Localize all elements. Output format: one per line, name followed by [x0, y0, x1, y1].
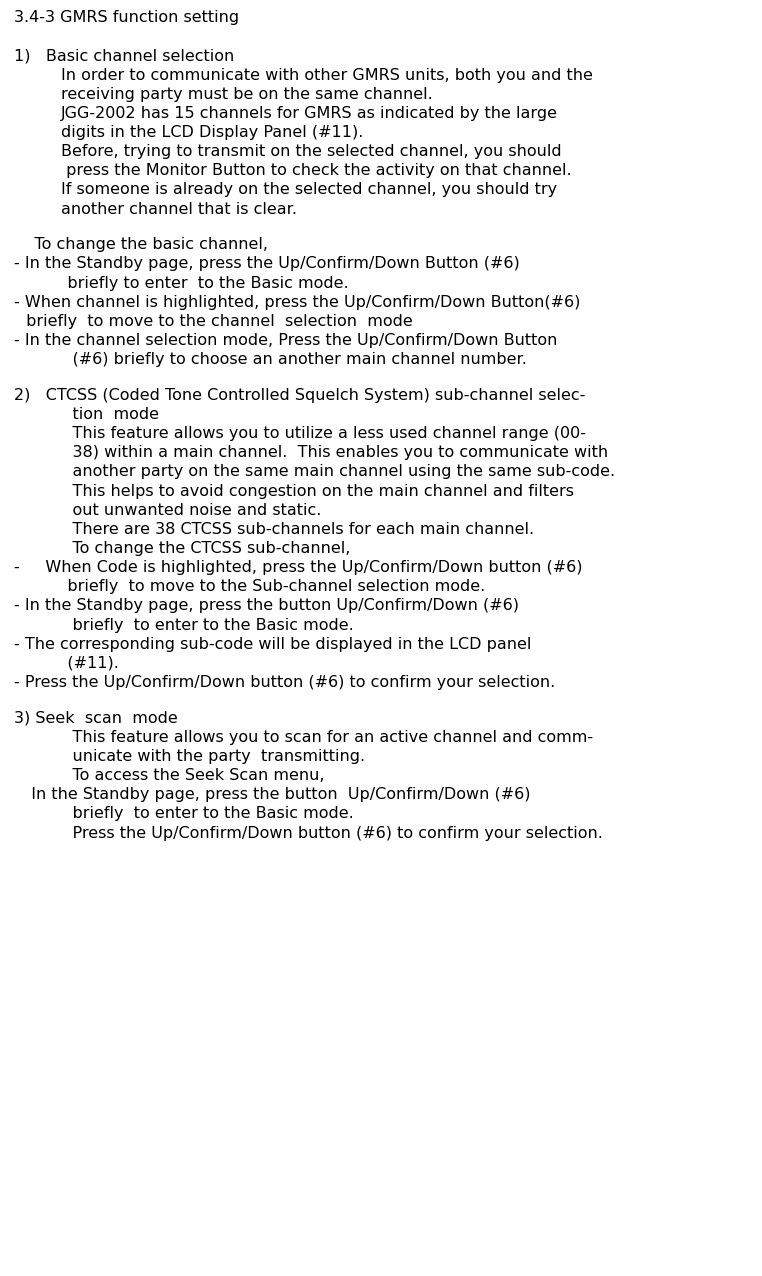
- Text: 3.4-3 GMRS function setting: 3.4-3 GMRS function setting: [14, 10, 239, 26]
- Text: briefly  to enter to the Basic mode.: briefly to enter to the Basic mode.: [52, 806, 354, 822]
- Text: 38) within a main channel.  This enables you to communicate with: 38) within a main channel. This enables …: [52, 445, 608, 461]
- Text: - In the Standby page, press the button Up/Confirm/Down (#6): - In the Standby page, press the button …: [14, 598, 519, 614]
- Text: briefly  to move to the Sub-channel selection mode.: briefly to move to the Sub-channel selec…: [52, 579, 485, 595]
- Text: To access the Seek Scan menu,: To access the Seek Scan menu,: [52, 768, 325, 783]
- Text: out unwanted noise and static.: out unwanted noise and static.: [52, 503, 322, 518]
- Text: This helps to avoid congestion on the main channel and filters: This helps to avoid congestion on the ma…: [52, 484, 574, 499]
- Text: digits in the LCD Display Panel (#11).: digits in the LCD Display Panel (#11).: [61, 125, 363, 140]
- Text: (#6) briefly to choose an another main channel number.: (#6) briefly to choose an another main c…: [52, 352, 527, 367]
- Text: 2)   CTCSS (Coded Tone Controlled Squelch System) sub-channel selec-: 2) CTCSS (Coded Tone Controlled Squelch …: [14, 388, 585, 403]
- Text: JGG-2002 has 15 channels for GMRS as indicated by the large: JGG-2002 has 15 channels for GMRS as ind…: [61, 106, 558, 121]
- Text: If someone is already on the selected channel, you should try: If someone is already on the selected ch…: [61, 182, 557, 198]
- Text: Before, trying to transmit on the selected channel, you should: Before, trying to transmit on the select…: [61, 144, 562, 160]
- Text: To change the CTCSS sub-channel,: To change the CTCSS sub-channel,: [52, 541, 351, 556]
- Text: receiving party must be on the same channel.: receiving party must be on the same chan…: [61, 87, 433, 102]
- Text: - Press the Up/Confirm/Down button (#6) to confirm your selection.: - Press the Up/Confirm/Down button (#6) …: [14, 675, 555, 690]
- Text: 1)   Basic channel selection: 1) Basic channel selection: [14, 48, 234, 64]
- Text: This feature allows you to utilize a less used channel range (00-: This feature allows you to utilize a les…: [52, 426, 586, 441]
- Text: another party on the same main channel using the same sub-code.: another party on the same main channel u…: [52, 464, 615, 480]
- Text: tion  mode: tion mode: [52, 407, 158, 422]
- Text: unicate with the party  transmitting.: unicate with the party transmitting.: [52, 749, 365, 764]
- Text: In the Standby page, press the button  Up/Confirm/Down (#6): In the Standby page, press the button Up…: [21, 787, 531, 803]
- Text: There are 38 CTCSS sub-channels for each main channel.: There are 38 CTCSS sub-channels for each…: [52, 522, 534, 537]
- Text: briefly  to move to the channel  selection  mode: briefly to move to the channel selection…: [21, 314, 413, 329]
- Text: briefly to enter  to the Basic mode.: briefly to enter to the Basic mode.: [52, 276, 348, 291]
- Text: press the Monitor Button to check the activity on that channel.: press the Monitor Button to check the ac…: [61, 163, 572, 179]
- Text: To change the basic channel,: To change the basic channel,: [14, 237, 267, 253]
- Text: - When channel is highlighted, press the Up/Confirm/Down Button(#6): - When channel is highlighted, press the…: [14, 295, 580, 310]
- Text: In order to communicate with other GMRS units, both you and the: In order to communicate with other GMRS …: [61, 68, 593, 83]
- Text: (#11).: (#11).: [52, 656, 119, 671]
- Text: Press the Up/Confirm/Down button (#6) to confirm your selection.: Press the Up/Confirm/Down button (#6) to…: [52, 826, 603, 841]
- Text: This feature allows you to scan for an active channel and comm-: This feature allows you to scan for an a…: [52, 730, 593, 745]
- Text: 3) Seek  scan  mode: 3) Seek scan mode: [14, 711, 178, 726]
- Text: -     When Code is highlighted, press the Up/Confirm/Down button (#6): - When Code is highlighted, press the Up…: [14, 560, 582, 575]
- Text: - The corresponding sub-code will be displayed in the LCD panel: - The corresponding sub-code will be dis…: [14, 637, 531, 652]
- Text: - In the Standby page, press the Up/Confirm/Down Button (#6): - In the Standby page, press the Up/Conf…: [14, 256, 520, 272]
- Text: another channel that is clear.: another channel that is clear.: [61, 202, 297, 217]
- Text: - In the channel selection mode, Press the Up/Confirm/Down Button: - In the channel selection mode, Press t…: [14, 333, 557, 348]
- Text: briefly  to enter to the Basic mode.: briefly to enter to the Basic mode.: [52, 618, 354, 633]
